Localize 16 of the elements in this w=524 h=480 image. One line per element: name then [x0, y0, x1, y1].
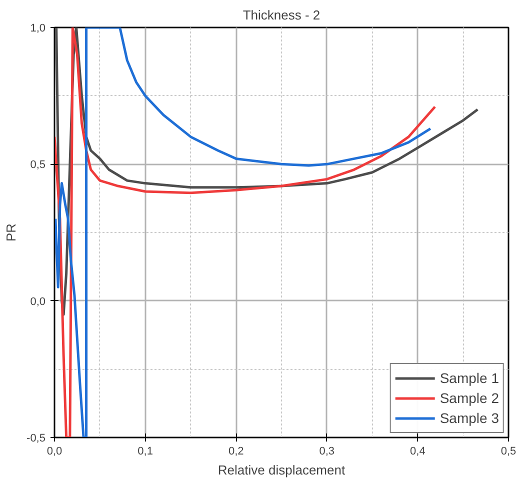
- y-tick-label: 0,5: [30, 159, 46, 172]
- y-tick-label: -0,5: [26, 432, 46, 444]
- legend-label: Sample 2: [440, 390, 499, 406]
- x-tick-label: 0,3: [319, 446, 335, 458]
- x-tick-label: 0,1: [138, 446, 153, 458]
- x-tick-label: 0,5: [500, 446, 516, 458]
- chart-title: Thickness - 2: [242, 8, 320, 22]
- legend-label: Sample 3: [440, 410, 499, 426]
- x-tick-label: 0,2: [228, 446, 244, 458]
- y-axis-title: PR: [4, 223, 19, 242]
- x-tick-label: 0,0: [46, 446, 62, 458]
- y-tick-label: 1,0: [30, 22, 46, 34]
- legend-label: Sample 1: [440, 370, 499, 386]
- x-axis-title: Relative displacement: [218, 462, 346, 478]
- y-tick-label: 0,0: [30, 296, 46, 308]
- x-tick-label: 0,4: [410, 446, 426, 458]
